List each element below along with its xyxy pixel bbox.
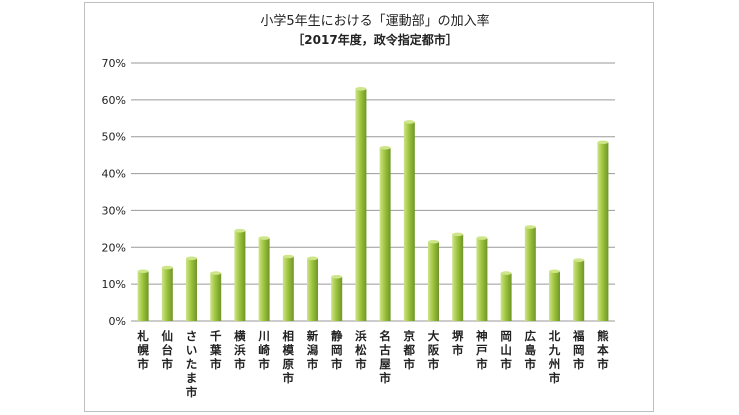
category-label: 堺市 (452, 329, 464, 357)
bar-chart: 小学5年生における「運動部」の加入率 ［2017年度，政令指定都市］ 0% 10%… (102, 13, 615, 399)
bar (524, 227, 536, 321)
category-label: 浜松市 (355, 329, 367, 371)
bar (573, 260, 585, 321)
category-label: 広島市 (525, 329, 537, 371)
bar (428, 241, 439, 321)
category-label: 相模原市 (283, 329, 295, 385)
bar (549, 271, 560, 321)
y-tick-label: 60% (102, 94, 126, 107)
grid-lines (131, 62, 615, 322)
bar-cap (573, 258, 585, 262)
bar-cap (307, 256, 318, 261)
bar-cap (282, 254, 294, 259)
bar (476, 238, 488, 321)
bar-cap (500, 271, 512, 275)
bar (452, 234, 464, 321)
bar (210, 273, 222, 321)
chart-title: 小学5年生における「運動部」の加入率 (260, 13, 489, 29)
bar-cap (137, 269, 149, 274)
bar (282, 256, 294, 321)
bar (307, 258, 318, 321)
bar-cap (379, 145, 391, 150)
bars (137, 87, 609, 321)
category-label: 神戸市 (476, 329, 488, 371)
bar-cap (161, 265, 173, 270)
category-label: 静岡市 (331, 329, 343, 371)
bar-cap (403, 120, 415, 124)
category-label: 新潟市 (307, 329, 319, 371)
category-label: 川崎市 (257, 329, 270, 371)
bar-cap (234, 228, 246, 233)
bar-cap (210, 271, 222, 275)
category-label: 岡山市 (500, 329, 512, 371)
bar-cap (452, 232, 464, 237)
bar (379, 147, 391, 321)
category-label: 福岡市 (572, 329, 585, 371)
bar-cap (597, 140, 609, 145)
category-label: 名古屋市 (379, 329, 391, 385)
y-tick-label: 50% (102, 131, 126, 144)
y-tick-label: 40% (102, 168, 126, 181)
bar (597, 142, 609, 321)
bar (234, 230, 246, 321)
bar-cap (331, 274, 343, 279)
bar (186, 258, 197, 321)
bar (355, 88, 367, 321)
y-tick-label: 70% (102, 57, 126, 70)
y-tick-label: 0% (109, 315, 126, 328)
chart-subtitle: ［2017年度，政令指定都市］ (292, 32, 457, 47)
bar (403, 121, 415, 321)
y-tick-label: 10% (102, 278, 126, 291)
chart-frame: 小学5年生における「運動部」の加入率 ［2017年度，政令指定都市］ 0% 10%… (84, 2, 654, 412)
bar-cap (186, 256, 197, 261)
category-label: 大阪市 (428, 329, 440, 371)
y-tick-label: 20% (102, 241, 126, 254)
category-label: 京都市 (403, 329, 416, 371)
bar (258, 238, 270, 321)
bar (137, 271, 149, 321)
bar-cap (524, 225, 536, 229)
bar (500, 273, 512, 321)
category-label: 千葉市 (209, 329, 222, 371)
bar-cap (549, 269, 560, 274)
bar (161, 267, 173, 321)
category-label: 札幌市 (136, 329, 149, 371)
category-label: 熊本市 (597, 329, 609, 371)
bar-cap (476, 236, 488, 240)
bar-cap (355, 87, 367, 91)
y-tick-label: 30% (102, 204, 126, 217)
y-axis-ticks: 0% 10% 20% 30% 40% 50% 60% 70% (102, 57, 126, 328)
category-label: 仙台市 (162, 329, 174, 371)
bar (331, 276, 343, 321)
bar-cap (428, 239, 439, 244)
category-label: さいたま市 (186, 329, 198, 399)
category-label: 横浜市 (234, 329, 246, 371)
bar-cap (258, 236, 270, 240)
category-label: 北九州市 (548, 329, 561, 385)
